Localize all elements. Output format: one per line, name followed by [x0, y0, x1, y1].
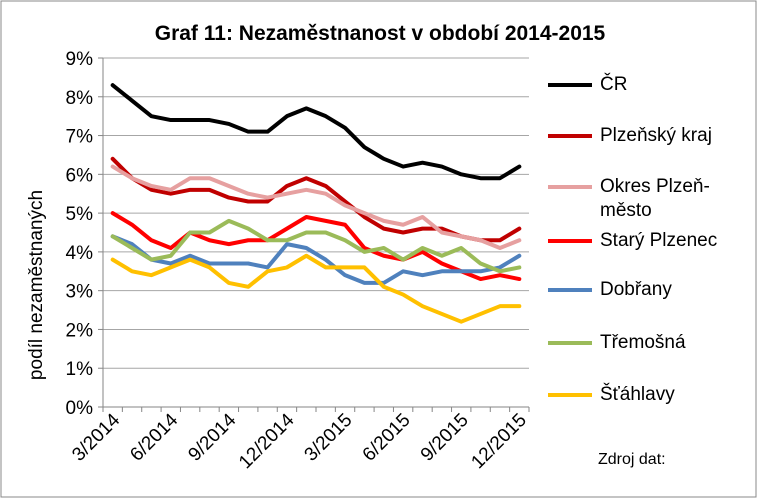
chart-title: Graf 11: Nezaměstnanost v období 2014-20…: [155, 22, 606, 45]
legend-swatch: [548, 134, 592, 138]
legend-label: ČR: [600, 74, 628, 95]
y-tick-label: 3%: [66, 282, 94, 303]
legend-label: Šťáhlavy: [600, 384, 675, 405]
legend-label: Starý Plzenec: [600, 230, 718, 251]
y-tick-label: 0%: [66, 398, 94, 419]
legend-item: Okres Plzeň-město: [548, 175, 748, 221]
legend-item: Plzeňský kraj: [548, 124, 748, 148]
legend-label: Třemošná: [600, 332, 686, 353]
series-line: [110, 211, 522, 282]
y-tick-label: 2%: [66, 320, 94, 341]
series-line: [110, 83, 522, 181]
y-tick-label: 4%: [66, 243, 94, 264]
legend-label: Okres Plzeň-město: [600, 176, 710, 221]
source-note: Zdroj dat:: [598, 451, 666, 468]
y-tick-label: 6%: [66, 165, 94, 186]
legend-swatch: [548, 341, 592, 345]
legend-item: Šťáhlavy: [548, 383, 748, 407]
y-axis-label: podíl nezaměstnaných: [26, 190, 47, 380]
legend-item: Starý Plzenec: [548, 229, 748, 253]
legend-label: Plzeňský kraj: [600, 125, 712, 146]
legend-swatch: [548, 393, 592, 397]
y-tick-label: 1%: [66, 359, 94, 380]
y-tick-label: 9%: [66, 49, 94, 70]
y-tick-label: 7%: [66, 127, 94, 148]
y-tick-label: 5%: [66, 204, 94, 225]
legend-label: Dobřany: [600, 279, 672, 300]
legend-item: ČR: [548, 73, 748, 97]
series-line: [110, 218, 522, 274]
legend-swatch: [548, 288, 592, 292]
legend-swatch: [548, 185, 592, 189]
legend-swatch: [548, 83, 592, 87]
series-line: [110, 253, 522, 324]
legend-item: Třemošná: [548, 331, 748, 355]
y-tick-label: 8%: [66, 88, 94, 109]
series-line: [110, 234, 522, 285]
legend-item: Dobřany: [548, 278, 748, 302]
legend-swatch: [548, 239, 592, 243]
series-line: [110, 164, 522, 251]
